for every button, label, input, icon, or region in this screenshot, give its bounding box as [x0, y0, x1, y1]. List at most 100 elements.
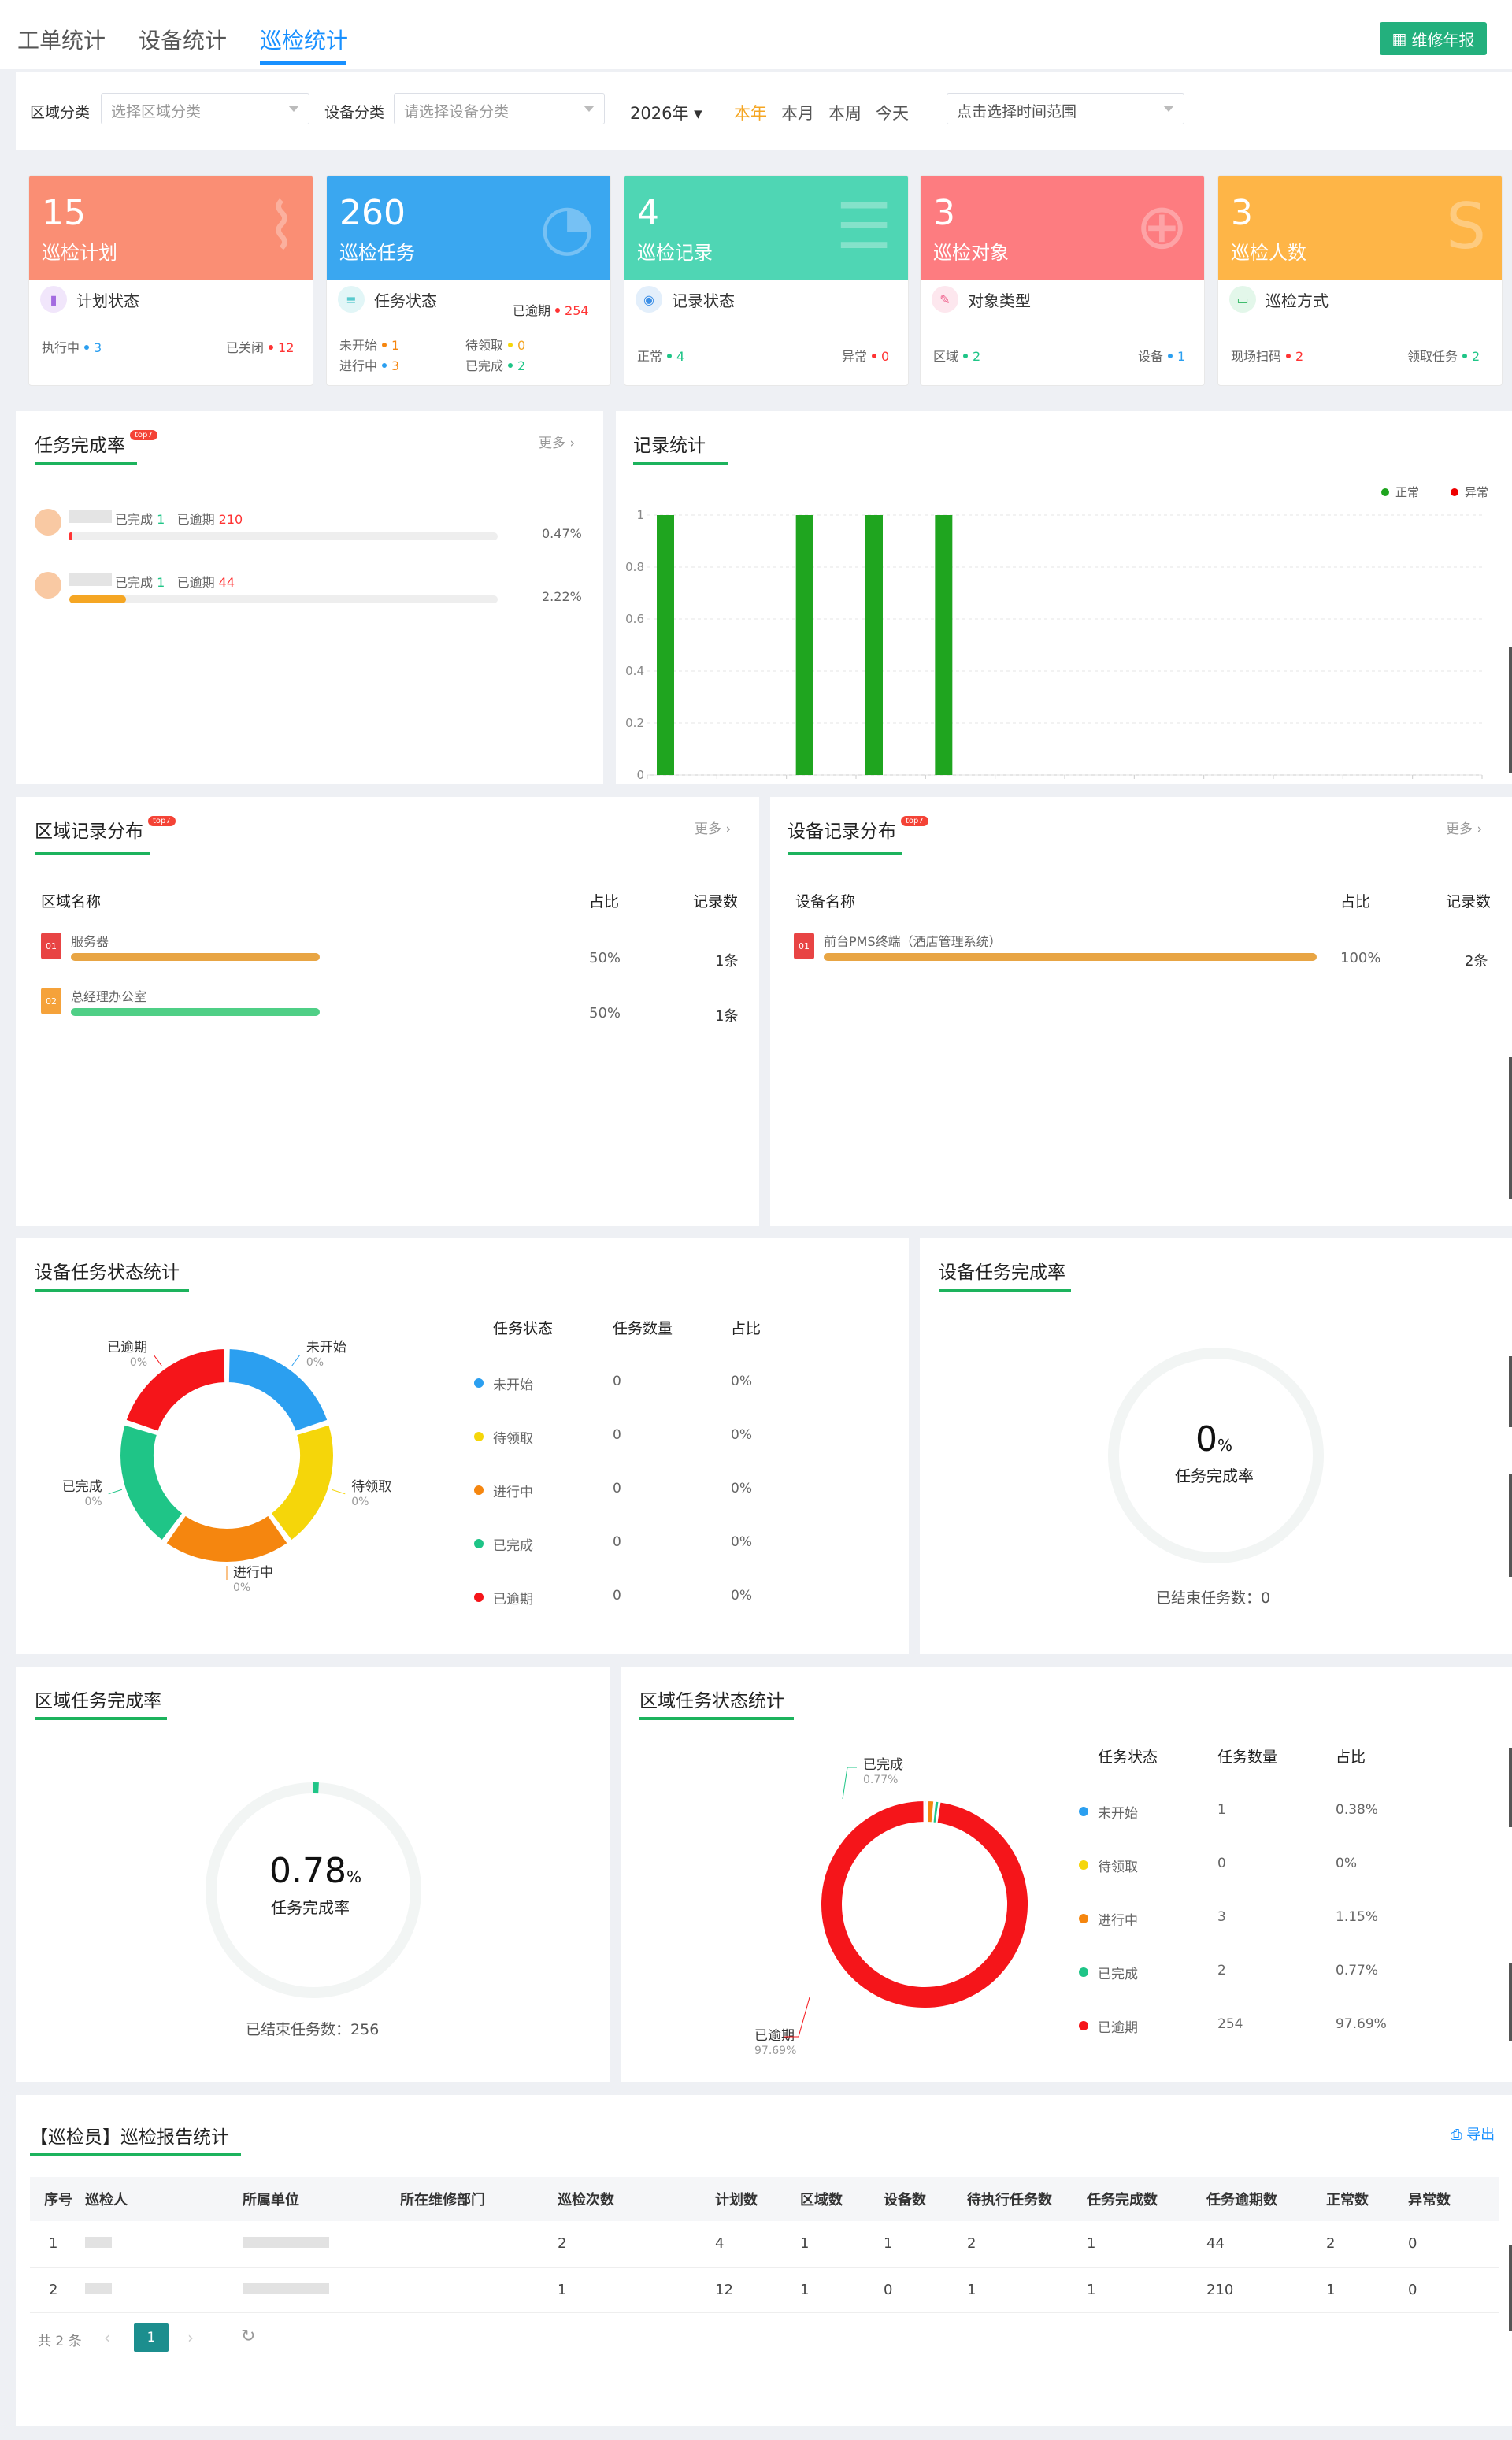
status-pct: 0% — [731, 1481, 752, 1496]
record-normal: 正常 4 — [637, 349, 685, 364]
page-1-button[interactable]: 1 — [134, 2323, 169, 2352]
progress-bar — [69, 595, 498, 603]
gauge-label: 任务完成率 — [1175, 1467, 1254, 1485]
scrollbar[interactable] — [1509, 1748, 1512, 1827]
progress-fill — [69, 595, 127, 603]
chevron-down-icon — [584, 106, 595, 112]
status-color-dot — [474, 1378, 484, 1388]
stat-card-header: 260 巡检任务 ◔ — [327, 176, 610, 280]
redacted-text — [243, 2282, 329, 2294]
area-count: 1条 — [715, 953, 739, 970]
label-leader — [331, 1489, 346, 1495]
year-picker[interactable]: 2026年 ▾ — [630, 104, 702, 123]
col-header: 设备名称 — [795, 893, 856, 910]
chevron-down-icon — [1163, 106, 1174, 112]
annual-report-button[interactable]: ▦ 维修年报 — [1380, 22, 1487, 55]
report-table: 序号 巡检人 所属单位 所在维修部门 巡检次数 计划数 区域数 设备数 待执行任务数 任务完成数任… — [30, 2177, 1499, 2313]
area-completion-card: 区域任务完成率 0.78% 任务完成率 已结束任务数：256 — [16, 1667, 610, 2082]
record-icon: ◉ — [636, 286, 662, 313]
task-in-progress: 进行中 3 — [339, 358, 400, 373]
refresh-icon[interactable]: ↻ — [241, 2327, 256, 2346]
printer-icon: ⎙ — [1451, 2127, 1462, 2143]
quick-this-week[interactable]: 本周 — [828, 104, 862, 123]
report-icon: ▦ — [1392, 29, 1407, 48]
col-header: 设备数 — [884, 2177, 967, 2221]
table-cell: 1 — [967, 2267, 1087, 2313]
quick-this-month[interactable]: 本月 — [781, 104, 814, 123]
more-link[interactable]: 更多 › — [539, 436, 576, 451]
donut-slice — [269, 1423, 335, 1542]
table-cell: 0 — [1408, 2267, 1499, 2313]
quick-this-year[interactable]: 本年 — [734, 104, 767, 123]
record-abnormal: 异常 0 — [842, 349, 890, 364]
stat-card-records[interactable]: 4 巡检记录 ☰ ◉ 记录状态 正常 4 异常 0 — [624, 175, 909, 386]
donut-slice — [227, 1348, 329, 1433]
scrollbar[interactable] — [1509, 647, 1512, 773]
section-title: 【巡检员】巡检报告统计 — [30, 2127, 229, 2148]
area-name: 服务器 — [71, 934, 109, 949]
area-select[interactable]: 选择区域分类 — [101, 93, 309, 124]
target-icon: ⊕ — [1135, 190, 1188, 263]
scrollbar[interactable] — [1509, 1963, 1512, 2041]
rank-badge: 02 — [41, 988, 61, 1014]
donut-pct-label: 0% — [233, 1582, 250, 1594]
scrollbar[interactable] — [1509, 1057, 1512, 1199]
stat-sub-title: ▭ 巡检方式 — [1229, 286, 1329, 313]
completion-stats: 已完成 1 已逾期 210 — [115, 512, 243, 527]
stat-card-objects[interactable]: 3 巡检对象 ⊕ ✎ 对象类型 区域 2 设备 1 — [920, 175, 1205, 386]
scrollbar[interactable] — [1509, 2245, 1512, 2331]
col-header: 任务逾期数 — [1206, 2177, 1326, 2221]
table-row[interactable]: 1 2 4 1 1 2 1 44 2 0 — [30, 2221, 1499, 2268]
stat-card-inspectors[interactable]: 3 巡检人数 S ▭ 巡检方式 现场扫码 2 领取任务 2 — [1217, 175, 1503, 386]
completion-stats: 已完成 1 已逾期 44 — [115, 575, 235, 590]
stat-card-tasks[interactable]: 260 巡检任务 ◔ ≡ 任务状态 已逾期 254 未开始 1 待领取 0 进行中 3 已… — [326, 175, 611, 386]
task-not-started: 未开始 1 — [339, 338, 400, 353]
gauge-value: 0% — [1195, 1419, 1233, 1459]
device-count: 2条 — [1465, 953, 1488, 970]
export-button[interactable]: ⎙ 导出 — [1451, 2127, 1495, 2143]
tab-device-stats[interactable]: 设备统计 — [139, 28, 228, 54]
y-tick-label: 0.6 — [625, 612, 644, 626]
inspector-report-card: 【巡检员】巡检报告统计 ⎙ 导出 序号 巡检人 所属单位 所在维修部门 巡检次数 计划数区… — [16, 2095, 1512, 2426]
next-page-button[interactable]: › — [187, 2328, 194, 2347]
col-header: 任务数量 — [613, 1320, 673, 1337]
area-filter-label: 区域分类 — [30, 104, 91, 121]
date-range-picker[interactable]: 点击选择时间范围 — [947, 93, 1184, 124]
scrollbar[interactable] — [1509, 1474, 1512, 1577]
status-pct: 0.38% — [1336, 1802, 1379, 1818]
monitor-icon: ▭ — [1229, 286, 1256, 313]
col-header: 任务数量 — [1217, 1748, 1278, 1766]
prev-page-button[interactable]: ‹ — [104, 2328, 110, 2347]
area-task-status-card: 区域任务状态统计 已完成 0.77% 已逾期 97.69% 任务状态 任务数量 占比 … — [621, 1667, 1512, 2082]
status-count: 0 — [613, 1481, 621, 1496]
table-cell: 1 — [800, 2267, 884, 2313]
more-link[interactable]: 更多 › — [695, 821, 732, 837]
task-overdue: 已逾期 254 — [513, 303, 589, 318]
status-name: 进行中 — [1098, 1913, 1138, 1929]
more-link[interactable]: 更多 › — [1446, 821, 1483, 837]
quick-today[interactable]: 今天 — [876, 104, 909, 123]
stat-card-header: 3 巡检对象 ⊕ — [921, 176, 1204, 280]
progress-fill — [824, 953, 1317, 961]
completion-gauge — [1108, 1348, 1324, 1563]
tab-work-order-stats[interactable]: 工单统计 — [17, 28, 106, 54]
stat-sub-title: ▮ 计划状态 — [40, 286, 139, 313]
rank-badge: 01 — [41, 933, 61, 959]
tab-inspection-stats[interactable]: 巡检统计 — [260, 28, 349, 54]
stat-card-plans[interactable]: 15 巡检计划 ⌇ ▮ 计划状态 执行中 3 已关闭 12 — [28, 175, 313, 386]
table-row[interactable]: 2 1 12 1 0 1 1 210 1 0 — [30, 2267, 1499, 2313]
caret-down-icon: ▾ — [694, 104, 702, 123]
donut-label: 未开始 — [306, 1340, 346, 1355]
col-header: 记录数 — [693, 893, 739, 910]
scrollbar[interactable] — [1509, 1356, 1512, 1427]
legend-abnormal-dot — [1451, 488, 1458, 496]
col-header: 记录数 — [1446, 893, 1492, 910]
status-color-dot — [1079, 1967, 1088, 1977]
table-cell — [243, 2267, 400, 2313]
donut-pct-label: 0% — [351, 1496, 369, 1508]
section-title: 区域任务状态统计 — [639, 1691, 784, 1711]
col-header: 任务状态 — [1098, 1748, 1158, 1766]
device-select[interactable]: 请选择设备分类 — [394, 93, 605, 124]
stat-card-header: 3 巡检人数 S — [1218, 176, 1502, 280]
redacted-text — [85, 2282, 112, 2294]
